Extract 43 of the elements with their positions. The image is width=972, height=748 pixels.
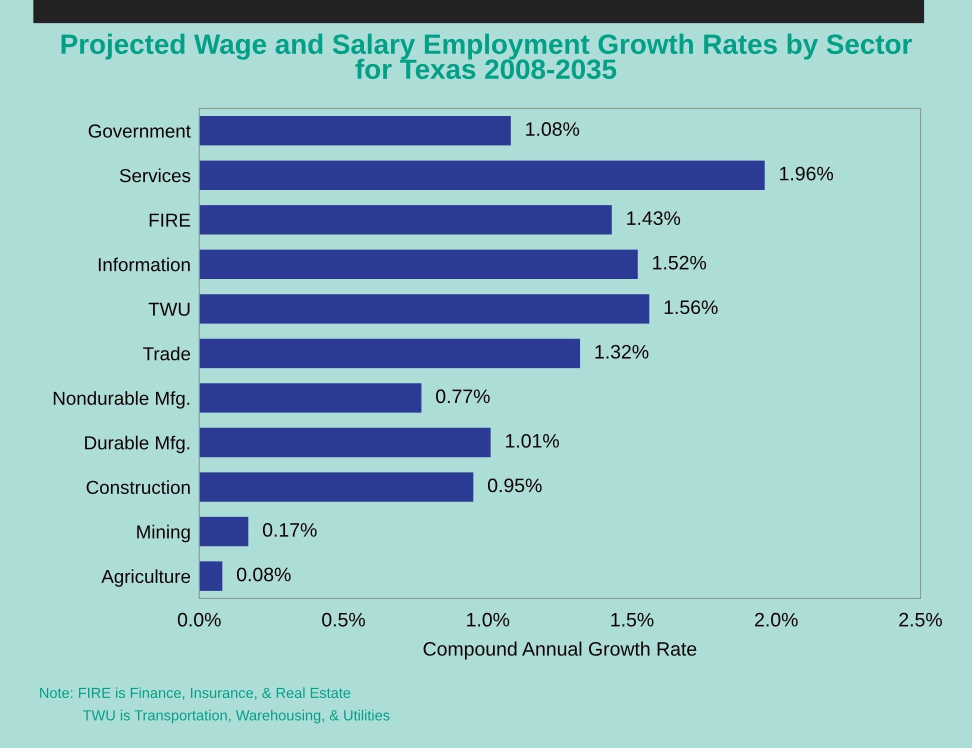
text: TWU is Transportation, Warehousing, & Utilities [82,710,390,724]
data-label: 1.32% [595,344,648,359]
y-tick-label: Mining [137,524,190,542]
data-label: 1.96% [780,166,834,180]
y-tick-label: Nondurable Mfg. [54,391,190,409]
y-tick-label: Government [88,124,191,138]
x-tick-label: 0.0% [178,612,221,627]
y-tick-label: Trade [143,346,190,360]
data-label: 0.77% [436,389,490,404]
bar [199,294,650,324]
text: Note: FIRE is Finance, Insurance, & Real Estate [40,687,350,700]
x-tick-label: 2.5% [899,612,942,627]
bar [199,561,222,591]
x-tick-label: 1.5% [611,612,654,627]
x-tick-label: 1.0% [467,612,510,627]
bar [199,116,511,146]
bar [199,205,612,235]
x-axis-title: Compound Annual Growth Rate [424,642,696,660]
y-tick-label: Services [120,168,190,182]
y-tick-label: Durable Mfg. [85,436,190,454]
x-tick-label: 2.0% [755,612,798,627]
bar [199,250,638,280]
data-label: 1.01% [506,434,559,448]
data-label: 1.52% [653,256,706,270]
bar [199,383,422,413]
data-label: 1.43% [627,211,680,226]
y-tick-label: Agriculture [101,569,190,587]
y-tick-label: Information [98,258,190,272]
data-label: 0.17% [262,523,317,537]
bar [199,160,765,190]
data-label: 0.08% [236,568,291,582]
bar [199,472,474,502]
data-label: 1.08% [526,122,580,136]
bar [199,338,580,368]
bar [199,516,248,546]
y-tick-label: Construction [86,480,190,494]
chart-title: Projected Wage and Salary Employment Growth Rates by Sector for Texas 2008-2035 [62,34,912,80]
data-label: 1.56% [664,300,718,314]
y-tick-label: FIRE [150,214,190,227]
bar [199,428,491,458]
y-tick-label: TWU [148,302,190,316]
data-label: 0.95% [488,478,542,492]
x-tick-label: 0.5% [322,612,365,627]
